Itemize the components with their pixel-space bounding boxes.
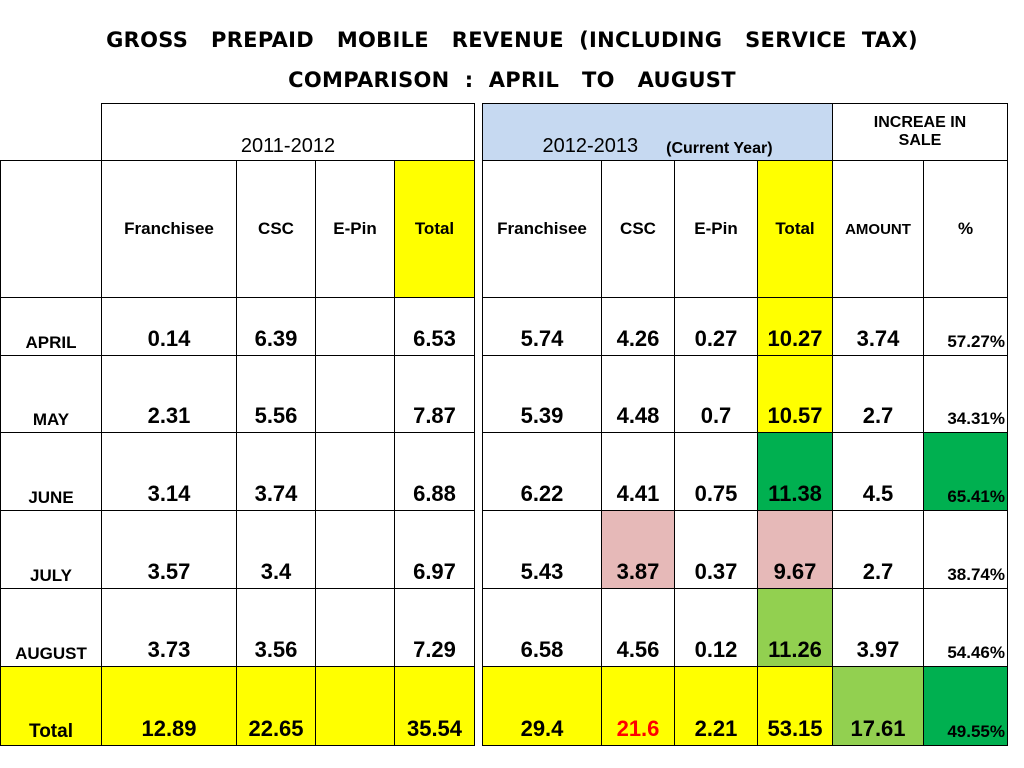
table-cell: 3.74 [236,432,316,511]
table-cell: 9.67 [757,510,833,589]
percent-cell: 38.74% [923,510,1008,589]
amount-cell: 2.7 [832,355,924,433]
table-cell: 7.87 [394,355,475,433]
table-cell: 3.56 [236,588,316,667]
table-cell: 11.38 [757,432,833,511]
table-cell [315,666,395,746]
page-subtitle: COMPARISON : APRIL TO AUGUST [288,68,736,92]
column-header: % [923,160,1008,298]
column-header: CSC [601,160,675,298]
column-header: Total [394,160,475,298]
table-cell: 2.21 [674,666,758,746]
amount-cell: 17.61 [832,666,924,746]
row-label: JULY [0,510,102,589]
percent-cell: 65.41% [923,432,1008,511]
year-curr-header: 2012-2013 (Current Year) [482,103,833,161]
table-cell: 0.37 [674,510,758,589]
table-cell [315,432,395,511]
table-cell: 4.26 [601,297,675,356]
table-cell: 12.89 [101,666,237,746]
table-cell: 10.27 [757,297,833,356]
table-cell: 5.74 [482,297,602,356]
table-cell [315,355,395,433]
table-cell: 11.26 [757,588,833,667]
row-label: Total [0,666,102,746]
column-header: Total [757,160,833,298]
column-header: AMOUNT [832,160,924,298]
table-cell: 0.14 [101,297,237,356]
table-cell: 3.14 [101,432,237,511]
table-cell: 0.75 [674,432,758,511]
percent-cell: 34.31% [923,355,1008,433]
table-cell: 5.39 [482,355,602,433]
percent-cell: 49.55% [923,666,1008,746]
table-cell [315,588,395,667]
table-cell: 21.6 [601,666,675,746]
table-cell: 3.87 [601,510,675,589]
table-cell: 6.39 [236,297,316,356]
table-cell: 6.97 [394,510,475,589]
percent-cell: 54.46% [923,588,1008,667]
table-cell: 6.58 [482,588,602,667]
table-cell: 5.56 [236,355,316,433]
column-header: CSC [236,160,316,298]
page-title: GROSS PREPAID MOBILE REVENUE (INCLUDING … [106,28,918,52]
table-cell: 0.7 [674,355,758,433]
row-label: APRIL [0,297,102,356]
table-cell: 2.31 [101,355,237,433]
table-cell: 4.56 [601,588,675,667]
amount-cell: 3.74 [832,297,924,356]
row-label: MAY [0,355,102,433]
table-cell [315,510,395,589]
table-cell: 29.4 [482,666,602,746]
amount-cell: 4.5 [832,432,924,511]
amount-cell: 2.7 [832,510,924,589]
current-year-note: (Current Year) [666,140,773,157]
column-header: Franchisee [101,160,237,298]
table-cell: 35.54 [394,666,475,746]
corner-cell [0,160,102,298]
column-header: Franchisee [482,160,602,298]
table-cell: 3.4 [236,510,316,589]
table-cell: 0.27 [674,297,758,356]
table-cell: 4.41 [601,432,675,511]
percent-cell: 57.27% [923,297,1008,356]
table-cell: 6.22 [482,432,602,511]
increase-header: INCREAE IN SALE [832,103,1008,161]
table-cell: 6.53 [394,297,475,356]
row-label: JUNE [0,432,102,511]
amount-cell: 3.97 [832,588,924,667]
table-cell: 3.73 [101,588,237,667]
table-cell: 6.88 [394,432,475,511]
table-cell: 53.15 [757,666,833,746]
table-cell [315,297,395,356]
table-cell: 10.57 [757,355,833,433]
table-cell: 7.29 [394,588,475,667]
column-header: E-Pin [674,160,758,298]
table-cell: 0.12 [674,588,758,667]
year-prev-header: 2011-2012 [101,103,475,161]
table-cell: 3.57 [101,510,237,589]
row-label: AUGUST [0,588,102,667]
table-cell: 5.43 [482,510,602,589]
table-cell: 4.48 [601,355,675,433]
column-header: E-Pin [315,160,395,298]
table-cell: 22.65 [236,666,316,746]
year-curr-label: 2012-2013 [542,135,639,157]
